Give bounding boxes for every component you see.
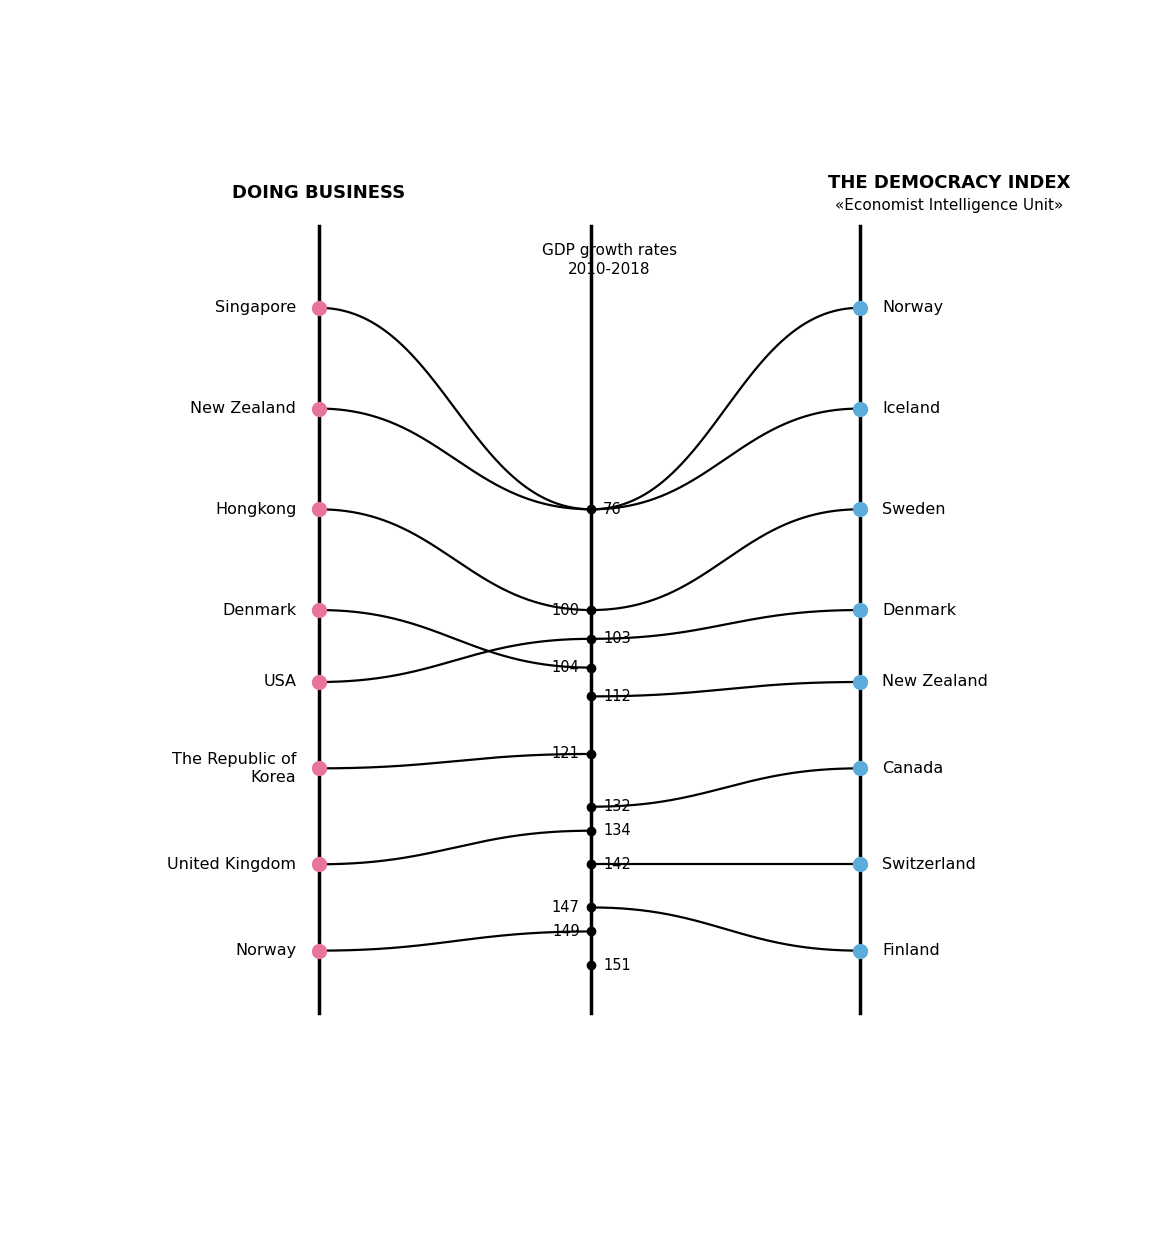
- Text: Canada: Canada: [882, 761, 943, 776]
- Text: Sweden: Sweden: [882, 502, 945, 517]
- Text: Switzerland: Switzerland: [882, 857, 976, 872]
- Text: «Economist Intelligence Unit»: «Economist Intelligence Unit»: [835, 198, 1063, 213]
- Text: 134: 134: [604, 824, 631, 839]
- Text: New Zealand: New Zealand: [882, 674, 988, 689]
- Text: 132: 132: [604, 799, 631, 814]
- Text: DOING BUSINESS: DOING BUSINESS: [232, 183, 405, 202]
- Text: Norway: Norway: [882, 300, 943, 315]
- Text: Hongkong: Hongkong: [215, 502, 297, 517]
- Text: 76: 76: [604, 502, 622, 517]
- Text: Finland: Finland: [882, 943, 939, 958]
- Text: The Republic of
Korea: The Republic of Korea: [172, 753, 297, 785]
- Text: 103: 103: [604, 632, 631, 647]
- Text: 149: 149: [552, 925, 579, 939]
- Text: 121: 121: [552, 746, 579, 761]
- Text: United Kingdom: United Kingdom: [167, 857, 297, 872]
- Text: Denmark: Denmark: [223, 603, 297, 618]
- Text: USA: USA: [263, 674, 297, 689]
- Text: 112: 112: [604, 689, 631, 704]
- Text: Singapore: Singapore: [215, 300, 297, 315]
- Text: New Zealand: New Zealand: [190, 401, 297, 416]
- Text: 104: 104: [552, 660, 579, 675]
- Text: THE DEMOCRACY INDEX: THE DEMOCRACY INDEX: [827, 174, 1071, 192]
- Text: Denmark: Denmark: [882, 603, 957, 618]
- Text: 151: 151: [604, 957, 631, 973]
- Text: Norway: Norway: [235, 943, 297, 958]
- Text: 2010-2018: 2010-2018: [568, 262, 651, 277]
- Text: 147: 147: [552, 900, 579, 915]
- Text: Iceland: Iceland: [882, 401, 941, 416]
- Text: GDP growth rates: GDP growth rates: [541, 243, 677, 258]
- Text: 142: 142: [604, 857, 631, 872]
- Text: 100: 100: [552, 603, 579, 618]
